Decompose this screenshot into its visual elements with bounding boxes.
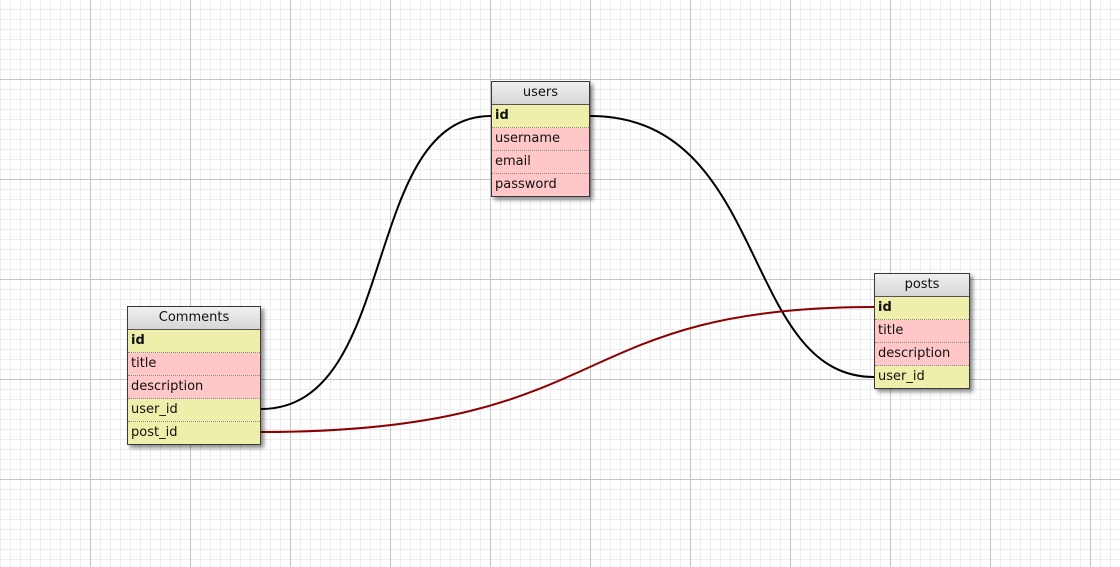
table-users[interactable]: users id username email password — [491, 81, 590, 197]
table-posts[interactable]: posts id title description user_id — [874, 273, 970, 389]
relation-comments-post_id-to-posts-id[interactable] — [260, 306, 875, 433]
table-comments-row-post-id[interactable]: post_id — [128, 422, 260, 444]
table-comments-row-id[interactable]: id — [128, 330, 260, 353]
relation-comments-user_id-to-users-id[interactable] — [260, 115, 492, 410]
table-users-row-email[interactable]: email — [492, 151, 589, 174]
table-comments-row-user-id[interactable]: user_id — [128, 399, 260, 422]
table-posts-row-user-id[interactable]: user_id — [875, 366, 969, 388]
relation-posts-user_id-to-users-id[interactable] — [589, 115, 875, 378]
table-comments-header[interactable]: Comments — [128, 307, 260, 330]
table-users-row-username[interactable]: username — [492, 128, 589, 151]
table-posts-row-description[interactable]: description — [875, 343, 969, 366]
table-posts-row-title[interactable]: title — [875, 320, 969, 343]
table-users-header[interactable]: users — [492, 82, 589, 105]
table-comments-row-title[interactable]: title — [128, 353, 260, 376]
table-comments-row-description[interactable]: description — [128, 376, 260, 399]
table-comments[interactable]: Comments id title description user_id po… — [127, 306, 261, 445]
table-users-row-password[interactable]: password — [492, 174, 589, 196]
table-users-row-id[interactable]: id — [492, 105, 589, 128]
table-posts-header[interactable]: posts — [875, 274, 969, 297]
table-posts-row-id[interactable]: id — [875, 297, 969, 320]
